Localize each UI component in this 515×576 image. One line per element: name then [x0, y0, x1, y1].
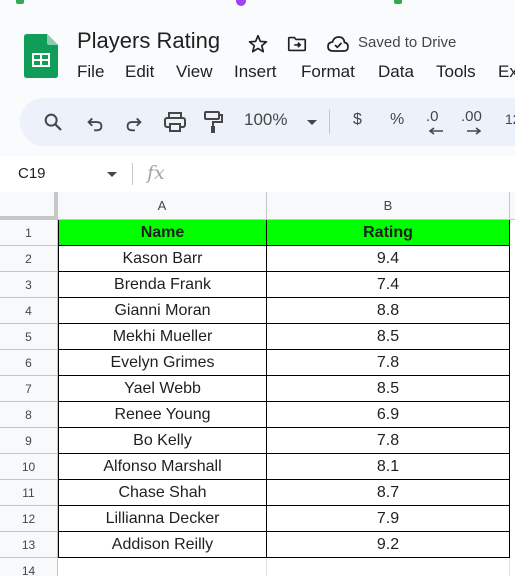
increase-decimal-button[interactable]: .00 [461, 108, 482, 125]
cell-header-rating[interactable]: Rating [267, 220, 510, 246]
menu-edit[interactable]: Edit [125, 62, 155, 81]
toolbar: 100% $ % .0 .00 12 [20, 98, 515, 146]
zoom-dropdown-icon[interactable] [306, 119, 318, 127]
cell-name[interactable]: Brenda Frank [58, 272, 267, 298]
cell-rating[interactable]: 8.8 [267, 298, 510, 324]
cell-rating[interactable]: 8.5 [267, 376, 510, 402]
cell-rating[interactable]: 7.9 [267, 506, 510, 532]
row-number[interactable]: 7 [0, 376, 58, 402]
menu-view[interactable]: View [176, 62, 213, 81]
tab-favicon-purple [236, 0, 246, 6]
column-header-c[interactable] [510, 192, 515, 220]
cell-rating[interactable]: 6.9 [267, 402, 510, 428]
spreadsheet-grid: A B 1 Name Rating 2 Kason Barr 9.4 3 Brenda … [0, 192, 515, 576]
save-status[interactable]: Saved to Drive [358, 34, 457, 51]
toolbar-divider [329, 110, 330, 134]
row-number[interactable]: 5 [0, 324, 58, 350]
row-number[interactable]: 9 [0, 428, 58, 454]
increase-decimal-arrow-icon [467, 127, 482, 135]
select-all-corner[interactable] [0, 192, 58, 220]
row-number[interactable]: 14 [0, 558, 58, 576]
zoom-value[interactable]: 100% [244, 110, 288, 129]
cell-name[interactable]: Renee Young [58, 402, 267, 428]
cell-header-name[interactable]: Name [58, 220, 267, 246]
row-number[interactable]: 13 [0, 532, 58, 558]
cloud-saved-icon[interactable] [326, 33, 350, 55]
cell-rating[interactable]: 8.7 [267, 480, 510, 506]
cell-name[interactable]: Chase Shah [58, 480, 267, 506]
cell-rating[interactable]: 8.1 [267, 454, 510, 480]
cell-name[interactable]: Lillianna Decker [58, 506, 267, 532]
percent-format-button[interactable]: % [390, 111, 405, 128]
paint-format-icon[interactable] [202, 110, 224, 134]
freeze-column-handle[interactable] [54, 192, 58, 216]
document-title[interactable]: Players Rating [77, 28, 221, 53]
name-box[interactable]: C19 [18, 165, 46, 182]
menu-tools[interactable]: Tools [436, 62, 476, 81]
menu-format[interactable]: Format [301, 62, 355, 81]
row-number[interactable]: 10 [0, 454, 58, 480]
cell-name[interactable]: Addison Reilly [58, 532, 267, 558]
menu-insert[interactable]: Insert [234, 62, 277, 81]
browser-tab-strip [0, 0, 515, 8]
cell-empty[interactable] [58, 558, 267, 576]
tab-favicon-sheets [16, 0, 24, 4]
redo-icon[interactable] [123, 112, 145, 134]
cell-name[interactable]: Alfonso Marshall [58, 454, 267, 480]
row-number[interactable]: 6 [0, 350, 58, 376]
decrease-decimal-button[interactable]: .0 [426, 108, 439, 125]
freeze-row-handle[interactable] [0, 216, 58, 220]
app-header: Players Rating Saved to Drive File Edit … [0, 8, 515, 98]
cell-name[interactable]: Gianni Moran [58, 298, 267, 324]
undo-icon[interactable] [84, 112, 106, 134]
row-number[interactable]: 11 [0, 480, 58, 506]
tab-favicon-sheets-2 [394, 0, 402, 4]
row-number[interactable]: 4 [0, 298, 58, 324]
name-box-dropdown-icon[interactable] [106, 171, 118, 179]
menu-extensions[interactable]: Ex [498, 62, 515, 81]
cell-rating[interactable]: 7.8 [267, 350, 510, 376]
row-number[interactable]: 8 [0, 402, 58, 428]
cell-rating[interactable]: 9.4 [267, 246, 510, 272]
decrease-decimal-arrow-icon [428, 127, 443, 135]
sheets-logo-icon[interactable] [24, 34, 58, 78]
move-to-folder-icon[interactable] [286, 33, 308, 55]
star-icon[interactable] [247, 33, 269, 55]
cell-rating[interactable]: 7.4 [267, 272, 510, 298]
currency-format-button[interactable]: $ [353, 111, 362, 128]
formula-bar: C19 fx [0, 156, 515, 193]
menu-data[interactable]: Data [378, 62, 414, 81]
cell-empty[interactable] [267, 558, 510, 576]
column-header-b[interactable]: B [267, 192, 510, 220]
cell-name[interactable]: Bo Kelly [58, 428, 267, 454]
column-header-a[interactable]: A [58, 192, 267, 220]
row-number[interactable]: 12 [0, 506, 58, 532]
row-number[interactable]: 2 [0, 246, 58, 272]
cell-name[interactable]: Yael Webb [58, 376, 267, 402]
cell-rating[interactable]: 8.5 [267, 324, 510, 350]
toolbar-area: 100% $ % .0 .00 12 [0, 98, 515, 156]
more-formats-button[interactable]: 12 [505, 111, 515, 127]
cell-rating[interactable]: 7.8 [267, 428, 510, 454]
print-icon[interactable] [163, 111, 187, 133]
menu-file[interactable]: File [77, 62, 105, 81]
row-number[interactable]: 1 [0, 220, 58, 246]
cell-rating[interactable]: 9.2 [267, 532, 510, 558]
search-menus-icon[interactable] [42, 111, 64, 133]
row-number[interactable]: 3 [0, 272, 58, 298]
formula-bar-divider [132, 163, 133, 185]
cell-name[interactable]: Kason Barr [58, 246, 267, 272]
fx-icon: fx [147, 162, 165, 184]
cell-name[interactable]: Mekhi Mueller [58, 324, 267, 350]
cell-name[interactable]: Evelyn Grimes [58, 350, 267, 376]
